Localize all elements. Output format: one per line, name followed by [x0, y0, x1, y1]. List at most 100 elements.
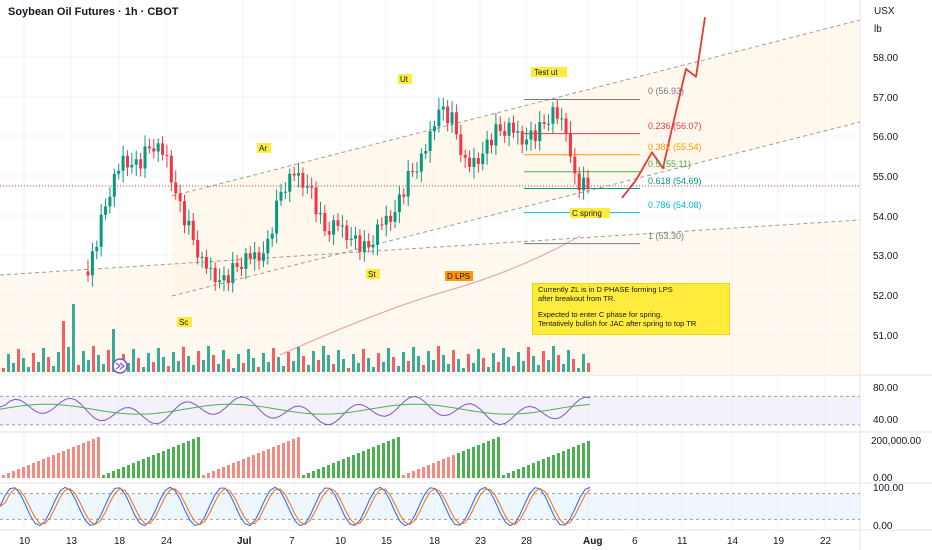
price-axis: 58.00 57.00 56.00 55.00 54.00 53.00 52.0…	[871, 53, 921, 532]
hist-bar	[352, 455, 355, 478]
volume-bar	[237, 354, 240, 372]
hist-bar	[122, 467, 125, 478]
hist-bar	[87, 441, 90, 478]
time-tick: 10	[335, 536, 347, 547]
fib-label-618: 0.618 (54.69)	[648, 176, 702, 186]
candle-body	[240, 266, 244, 269]
volume-bar	[517, 352, 520, 372]
candle-body	[393, 212, 397, 222]
projection-path	[621, 17, 706, 199]
volume-bar	[347, 368, 350, 372]
candle-body	[358, 235, 362, 253]
rsi-signal	[0, 403, 591, 415]
candle-body	[446, 106, 450, 124]
currency-label: USX	[874, 6, 895, 17]
hist-bar	[52, 455, 55, 478]
volume-bar	[282, 366, 285, 372]
candle-body	[560, 118, 564, 120]
volume-bar	[97, 355, 100, 372]
candle-body	[529, 130, 533, 140]
hist-bar	[397, 437, 400, 478]
candle-body	[406, 170, 410, 197]
volume-bar	[287, 352, 290, 372]
hist-bar	[427, 465, 430, 478]
volume-bar	[267, 362, 270, 372]
volume-bar	[502, 348, 505, 372]
trend-channel	[0, 19, 861, 375]
stochastic-pane	[0, 486, 860, 527]
fib-label-236: 0.236 (56.07)	[648, 121, 702, 131]
candle-body	[551, 107, 555, 124]
candle-body	[288, 173, 292, 192]
volume-bar	[437, 346, 440, 372]
candle-body	[476, 157, 480, 165]
volume-bar	[412, 347, 415, 372]
label-cspring-bg	[570, 208, 610, 218]
candle-body	[375, 224, 379, 245]
candle-body	[95, 246, 99, 252]
hist-bar	[112, 471, 115, 478]
volume-bar	[587, 363, 590, 372]
hist-bar	[72, 447, 75, 478]
hist-bar	[502, 475, 505, 478]
label-cspring: C spring	[572, 209, 602, 218]
candle-body	[336, 220, 340, 226]
hist-bar	[167, 449, 170, 478]
hist-bar	[362, 451, 365, 478]
candle-body	[244, 253, 248, 269]
label-st: St	[368, 270, 376, 279]
candle-body	[231, 263, 235, 284]
hist-bar	[482, 443, 485, 478]
volume-bar	[507, 357, 510, 372]
volume-bar	[12, 363, 15, 372]
candle-body	[428, 131, 432, 152]
candle-body	[156, 143, 160, 152]
volume-bar	[2, 368, 5, 372]
fib-retracement[interactable]	[524, 98, 640, 245]
time-tick: 14	[727, 536, 739, 547]
candle-body	[384, 215, 388, 225]
rsi-band	[0, 396, 860, 425]
volume-bar	[522, 361, 525, 372]
volume-bar	[187, 356, 190, 372]
candle-body	[305, 186, 309, 188]
volume-bar	[197, 351, 200, 372]
candle-body	[204, 256, 208, 269]
candle-body	[90, 251, 94, 276]
candle-body	[415, 171, 419, 173]
volume-bar	[247, 349, 250, 372]
volume-bar	[102, 364, 105, 372]
hist-bar	[232, 463, 235, 478]
symbol-title[interactable]: Soybean Oil Futures · 1h · CBOT	[8, 6, 179, 18]
hist-bar	[532, 463, 535, 478]
channel-lower	[171, 121, 861, 297]
candle-body	[573, 156, 577, 174]
wyckoff-labels: Ar Ut Test ut St Sc D LPS C spring	[177, 67, 610, 327]
hist-bar	[187, 441, 190, 478]
hist-bar	[42, 459, 45, 478]
candle-body	[494, 124, 498, 146]
hist-bar	[202, 475, 205, 478]
volume-bar	[327, 355, 330, 372]
range-fill	[0, 220, 860, 375]
candle-body	[362, 241, 366, 253]
hist-bar	[102, 475, 105, 478]
candle-body	[525, 139, 529, 145]
volume-bar	[572, 359, 575, 372]
label-test-ut: Test ut	[534, 68, 558, 77]
hist-bar	[282, 443, 285, 478]
volume-bar	[177, 361, 180, 372]
channel-fill	[172, 20, 860, 296]
volume-bar	[167, 366, 170, 372]
hist-bar	[277, 445, 280, 478]
analysis-note[interactable]: Currently ZL is in D PHASE forming LPS a…	[532, 283, 730, 335]
candle-body	[511, 122, 515, 133]
replay-icon[interactable]	[112, 358, 128, 374]
volume-bar	[27, 367, 30, 372]
candle-body	[235, 263, 239, 267]
hist-bar	[522, 467, 525, 478]
hist-bar	[582, 443, 585, 478]
volume-bar	[47, 357, 50, 372]
volume-bar	[297, 347, 300, 372]
